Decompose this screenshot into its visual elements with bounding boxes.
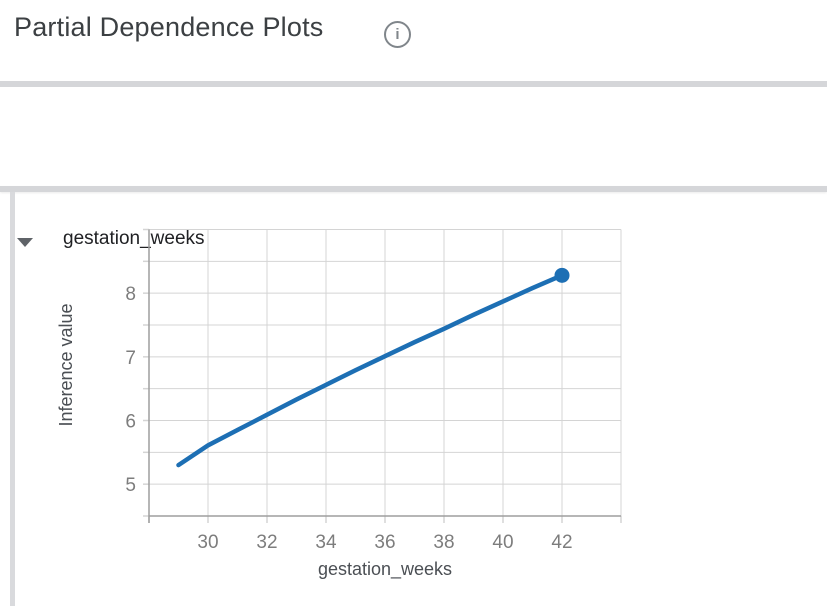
- pdp-chart[interactable]: 30 32 34 36 38 40 42 5 6 7 8 gestation_weeks Inferen…: [0, 191, 827, 606]
- x-axis-title: gestation_weeks: [318, 559, 452, 580]
- info-icon[interactable]: i: [384, 21, 411, 48]
- x-tick-label: 38: [433, 532, 454, 553]
- pdp-line[interactable]: [176, 273, 565, 468]
- feature-section-header[interactable]: gestation_weeks: [0, 108, 827, 249]
- left-scrollbar-rail[interactable]: [10, 192, 15, 606]
- y-axis-title: Inference value: [56, 303, 76, 426]
- x-tick-label: 34: [315, 532, 337, 553]
- pdp-endpoint-dot[interactable]: [554, 267, 570, 283]
- x-tick-label: 32: [256, 532, 277, 553]
- header-divider: [0, 81, 827, 87]
- x-tick-label: 42: [551, 532, 572, 553]
- y-tick-label: 8: [125, 284, 136, 305]
- x-tick-label: 30: [197, 532, 218, 553]
- y-tick-label: 5: [125, 475, 136, 496]
- feature-name-label: gestation_weeks: [63, 228, 205, 249]
- info-icon-glyph: i: [395, 26, 400, 43]
- y-tick-label: 7: [125, 348, 136, 369]
- page-title: Partial Dependence Plots: [14, 12, 324, 42]
- y-tick-label: 6: [125, 412, 136, 433]
- collapse-triangle-icon[interactable]: [17, 238, 33, 247]
- section-divider: [0, 186, 827, 192]
- x-tick-label: 40: [492, 532, 513, 553]
- x-tick-label: 36: [374, 532, 395, 553]
